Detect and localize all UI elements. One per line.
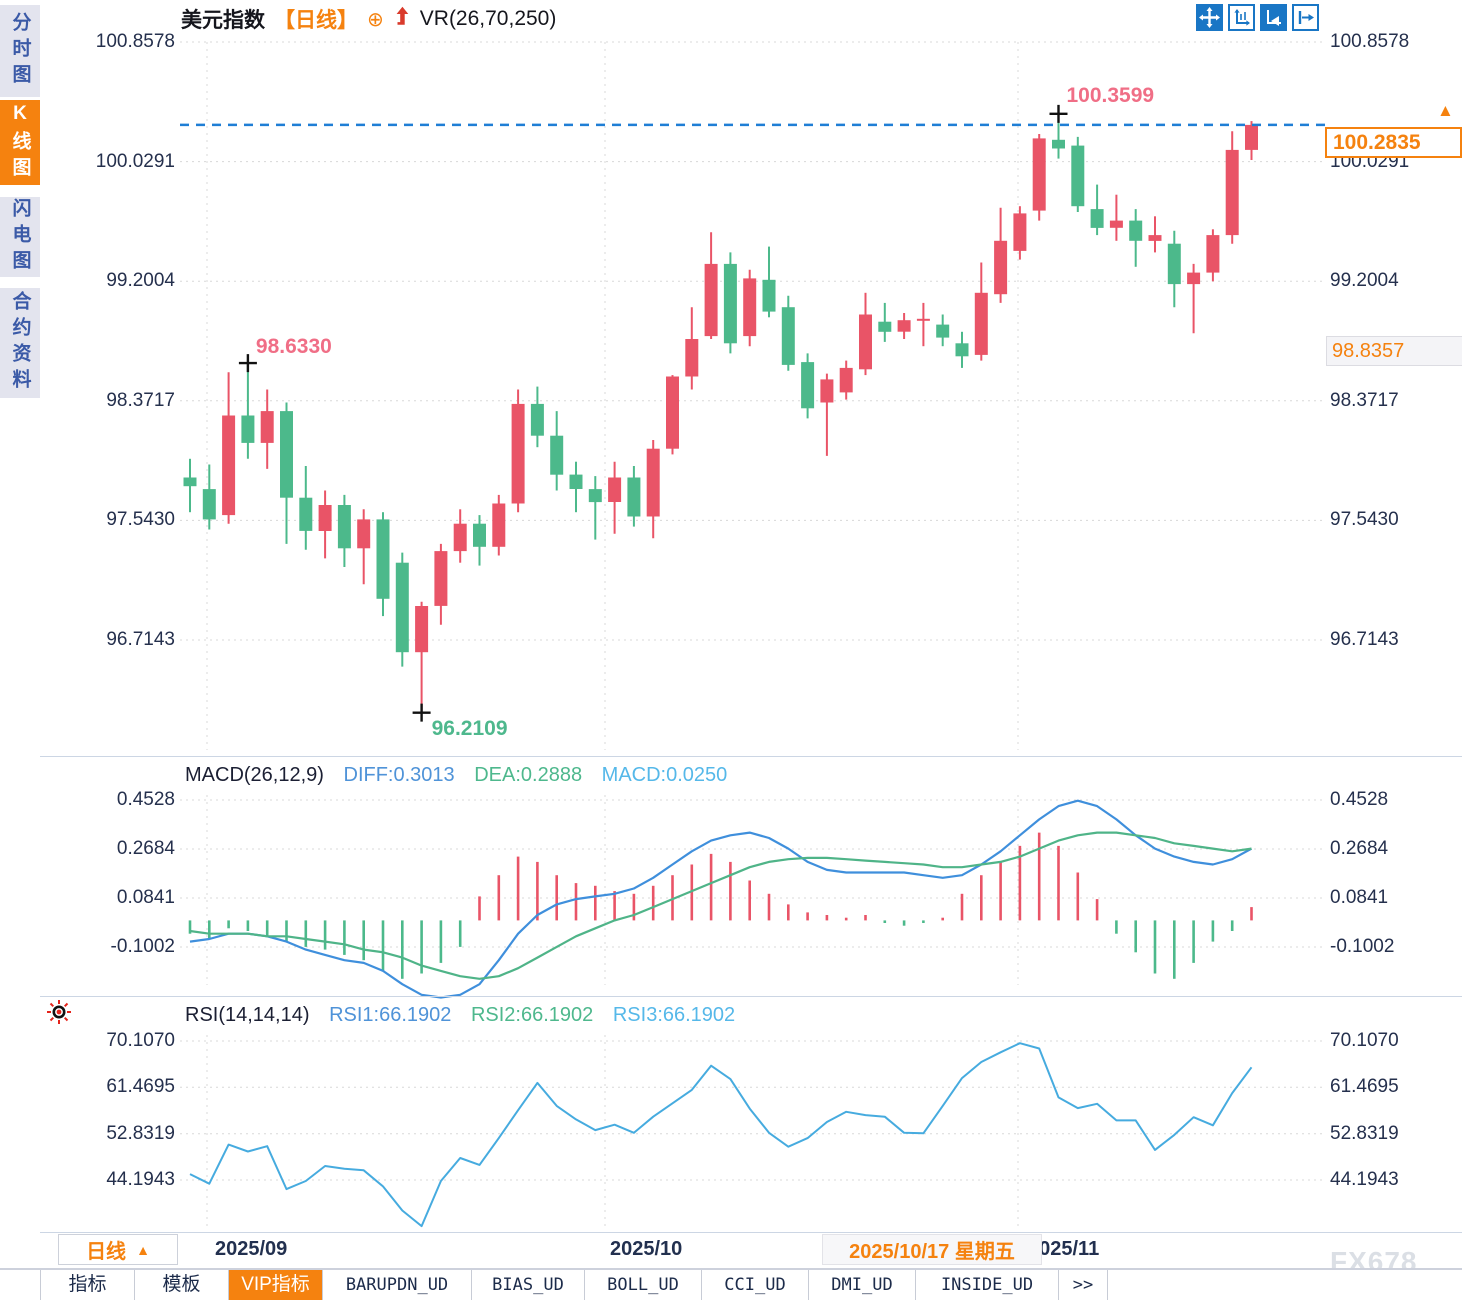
axis-tick-label: 97.5430 bbox=[106, 509, 175, 531]
date-axis-label: 2025/10 bbox=[610, 1238, 683, 1260]
panel-separator bbox=[40, 1232, 1462, 1233]
bottom-tab-dmi-ud[interactable]: DMI_UD bbox=[809, 1270, 916, 1300]
axis-tick-label: 96.7143 bbox=[106, 629, 175, 650]
axis-scale-icon[interactable] bbox=[1228, 4, 1255, 31]
date-axis-label: 2025/09 bbox=[215, 1238, 288, 1260]
axis-tick-label: 70.1070 bbox=[106, 1030, 175, 1051]
bottom-tab-cci-ud[interactable]: CCI_UD bbox=[702, 1270, 809, 1300]
peak-high-label: 100.3599 bbox=[1066, 83, 1155, 107]
axis-tick-label: 52.8319 bbox=[106, 1122, 175, 1144]
symbol-title: 美元指数 bbox=[181, 9, 265, 32]
axis-tick-label: 44.1943 bbox=[1330, 1169, 1399, 1190]
chart-toolbar bbox=[1196, 4, 1319, 31]
period-selector-button[interactable]: 日线 ▲ bbox=[58, 1234, 178, 1265]
last-price-tag: 100.2835 bbox=[1325, 127, 1462, 158]
swing-low-label: 96.2109 bbox=[431, 716, 508, 740]
bottom-tab-指标[interactable]: 指标 bbox=[41, 1270, 135, 1300]
rsi-header: RSI(14,14,14) RSI1:66.1902 RSI2:66.1902 … bbox=[185, 1004, 735, 1027]
vr-indicator-label[interactable]: VR(26,70,250) bbox=[419, 7, 557, 30]
sidebar-tab-1[interactable]: 分时图 bbox=[0, 5, 40, 97]
axis-tick-label: 0.2684 bbox=[116, 838, 175, 860]
axis-tick-label: 99.2004 bbox=[106, 270, 175, 292]
rsi1-value: RSI1:66.1902 bbox=[329, 1004, 452, 1026]
axis-tick-label: 99.2004 bbox=[1330, 270, 1399, 292]
chart-canvas[interactable] bbox=[0, 0, 1462, 1232]
axis-tick-label: 44.1943 bbox=[106, 1169, 175, 1190]
axis-tick-label: 98.3717 bbox=[106, 389, 175, 411]
bottom-tab->>[interactable]: >> bbox=[1059, 1270, 1108, 1300]
price-up-triangle-icon: ▲ bbox=[1437, 101, 1454, 120]
axis-tick-label: 52.8319 bbox=[1330, 1122, 1399, 1144]
axis-tick-label: 100.8578 bbox=[95, 31, 175, 52]
sidebar-tab-4[interactable]: 合约资料 bbox=[0, 288, 40, 398]
axis-tick-label: 96.7143 bbox=[1330, 629, 1399, 650]
panel-separator bbox=[40, 996, 1462, 997]
axis-tick-label: 61.4695 bbox=[1330, 1076, 1399, 1098]
axis-tick-label: 98.3717 bbox=[1330, 389, 1399, 411]
bottom-tab-boll-ud[interactable]: BOLL_UD bbox=[585, 1270, 702, 1300]
macd-diff-value: DIFF:0.3013 bbox=[343, 764, 455, 786]
axis-tick-label: 70.1070 bbox=[1330, 1030, 1399, 1051]
crosshair-date-tag: 2025/10/17 星期五 bbox=[822, 1234, 1042, 1265]
bottom-tab-vip指标[interactable]: VIP指标 bbox=[229, 1270, 323, 1300]
bottom-tab-inside-ud[interactable]: INSIDE_UD bbox=[916, 1270, 1059, 1300]
axis-tick-label: 97.5430 bbox=[1330, 509, 1399, 531]
indicator-settings-sun-icon[interactable] bbox=[46, 999, 72, 1030]
axis-tick-label: 0.4528 bbox=[1330, 789, 1389, 810]
indicator-tabbar: 指标 模板 VIP指标 BARUPDN_UD BIAS_UD BOLL_UD CCI_UD D… bbox=[0, 1268, 1462, 1300]
period-selector-label: 日线 bbox=[86, 1241, 127, 1263]
exit-right-icon[interactable] bbox=[1292, 4, 1319, 31]
macd-dea-value: DEA:0.2888 bbox=[474, 764, 583, 786]
axis-tick-label: -0.1002 bbox=[110, 936, 175, 957]
rsi2-value: RSI2:66.1902 bbox=[470, 1004, 594, 1026]
rsi-name[interactable]: RSI(14,14,14) bbox=[185, 1004, 310, 1026]
date-axis-label: 2025/11 bbox=[1028, 1238, 1100, 1260]
bottom-tab-模板[interactable]: 模板 bbox=[135, 1270, 229, 1300]
macd-macd-value: MACD:0.0250 bbox=[601, 764, 728, 786]
axis-tick-label: 100.8578 bbox=[1330, 31, 1410, 52]
period-tag[interactable]: 【日线】 bbox=[274, 9, 358, 32]
axis-tick-label: 0.2684 bbox=[1330, 838, 1389, 860]
axis-tick-label: 0.0841 bbox=[116, 887, 175, 908]
up-arrow-icon bbox=[393, 5, 411, 34]
tabbar-corner-cell bbox=[0, 1270, 41, 1300]
axis-play-icon[interactable] bbox=[1260, 4, 1287, 31]
macd-name[interactable]: MACD(26,12,9) bbox=[185, 764, 324, 786]
axis-tick-label: 0.0841 bbox=[1330, 887, 1389, 908]
sidebar-tab-3[interactable]: 闪电图 bbox=[0, 197, 40, 277]
pan-icon[interactable] bbox=[1196, 4, 1223, 31]
axis-tick-label: 61.4695 bbox=[106, 1076, 175, 1098]
bottom-tab-barupdn-ud[interactable]: BARUPDN_UD bbox=[323, 1270, 472, 1300]
bottom-tab-bias-ud[interactable]: BIAS_UD bbox=[472, 1270, 585, 1300]
axis-tick-label: -0.1002 bbox=[1330, 936, 1395, 957]
panel-separator bbox=[40, 756, 1462, 757]
axis-tick-label: 100.0291 bbox=[95, 150, 175, 172]
macd-header: MACD(26,12,9) DIFF:0.3013 DEA:0.2888 MAC… bbox=[185, 764, 727, 787]
add-indicator-icon[interactable]: ⊕ bbox=[367, 8, 384, 31]
sidebar-tab-2[interactable]: K线图 bbox=[0, 100, 40, 185]
axis-tick-label: 0.4528 bbox=[116, 789, 175, 810]
chart-header: 美元指数 【日线】 ⊕ VR(26,70,250) bbox=[181, 4, 556, 34]
rsi3-value: RSI3:66.1902 bbox=[612, 1004, 736, 1026]
axis-price-tag: 98.8357 bbox=[1326, 336, 1462, 366]
swing-high-label: 98.6330 bbox=[255, 335, 332, 359]
period-up-triangle-icon: ▲ bbox=[136, 1241, 150, 1258]
